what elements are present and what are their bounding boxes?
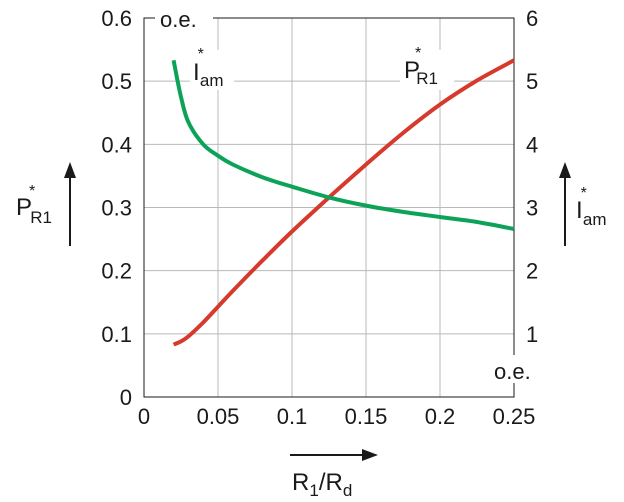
y-right-tick-label: 6 [526,6,538,31]
y-right-axis-label: I* am [576,185,607,229]
green-curve-label: I* am [193,46,224,90]
series-layer [171,58,515,347]
series-line-pr1 [172,58,515,347]
y-left-tick-label: 0.5 [101,69,132,94]
x-tick-label: 0.05 [197,404,240,429]
x-tick-label: 0.2 [425,404,456,429]
plot-frame [143,17,515,398]
y-left-tick-label: 0.1 [101,322,132,347]
x-tick-label: 0.1 [277,404,308,429]
unit-right-label: o.e. [494,359,531,384]
x-tick-label: 0.25 [493,404,536,429]
unit-left-backing [155,4,213,30]
y-left-tick-label: 0.4 [101,132,132,157]
unit-right-backing [490,355,546,383]
y-right-tick-label: 1 [526,322,538,347]
y-right-tick-label: 4 [526,132,538,157]
tick-labels: 0 0.05 0.1 0.15 0.2 0.25 0 0.1 0.2 0.3 0.4 0.5 0.6 1 2… [101,6,538,429]
x-arrow-icon [290,449,378,461]
y-left-tick-label: 0 [120,385,132,410]
series-line-iam [171,59,515,231]
red-curve-label: P* R1 [404,45,438,88]
y-right-arrow-icon [559,162,571,246]
y-right-tick-label: 3 [526,196,538,221]
y-left-tick-label: 0.2 [101,259,132,284]
x-tick-label: 0.15 [345,404,388,429]
x-axis-label: R1/Rd [292,469,352,500]
y-left-tick-label: 0.3 [101,196,132,221]
y-left-axis-label: P* R1 [16,183,52,227]
y-right-tick-label: 2 [526,259,538,284]
red-curve-label-backing [400,50,454,90]
green-curve-label-backing [190,50,234,90]
y-left-tick-label: 0.6 [101,6,132,31]
y-right-tick-label: 5 [526,69,538,94]
unit-left-label: o.e. [160,7,197,32]
y-left-arrow-icon [64,162,76,246]
x-tick-label: 0 [138,404,150,429]
